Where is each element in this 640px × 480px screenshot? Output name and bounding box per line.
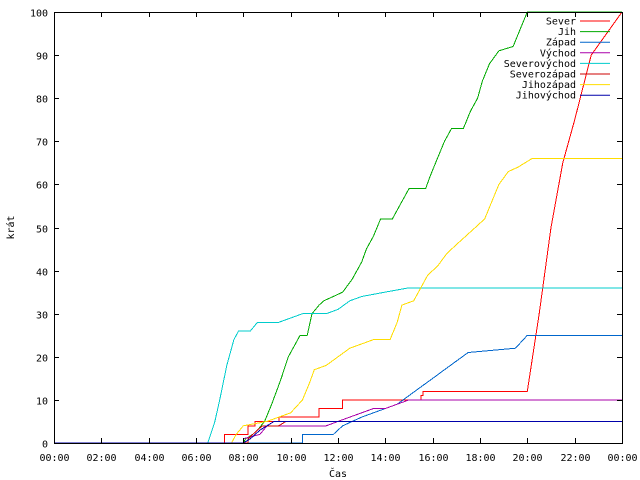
x-tick-label: 00:00 [607, 453, 637, 464]
x-tick-label: 12:00 [323, 453, 353, 464]
y-tick-label: 20 [36, 354, 48, 365]
y-tick-label: 100 [30, 9, 48, 20]
y-tick-label: 80 [36, 95, 48, 106]
x-tick-label: 08:00 [228, 453, 258, 464]
x-tick-label: 00:00 [39, 453, 69, 464]
y-tick-label: 90 [36, 52, 48, 63]
legend-label: Jihovýchod [516, 90, 576, 102]
y-tick-label: 40 [36, 268, 48, 279]
x-tick-label: 10:00 [276, 453, 306, 464]
y-tick-label: 50 [36, 225, 48, 236]
legend-label: Jihozápad [522, 79, 576, 91]
x-tick-label: 04:00 [134, 453, 164, 464]
ticks-layer: 00:00 02:00 04:00 06:00 08:00 10:00 12:00 14:00… [30, 9, 638, 465]
y-tick-label: 0 [42, 440, 48, 451]
series-layer [54, 11, 623, 444]
y-tick-label: 70 [36, 138, 48, 149]
x-tick-label: 06:00 [181, 453, 211, 464]
x-tick-label: 20:00 [512, 453, 542, 464]
x-tick-label: 22:00 [560, 453, 590, 464]
legend-label: Severovýchod [504, 58, 576, 70]
series-line-5 [54, 420, 622, 444]
legend-label: Severozápad [510, 69, 576, 81]
series-line-0 [54, 11, 623, 444]
x-tick-label: 18:00 [465, 453, 495, 464]
plot-frame [54, 12, 623, 444]
legend-label: Východ [540, 47, 576, 59]
series-line-1 [54, 11, 622, 444]
y-tick-label: 10 [36, 397, 48, 408]
y-tick-label: 30 [36, 311, 48, 322]
series-line-2 [54, 334, 622, 444]
y-tick-label: 60 [36, 181, 48, 192]
series-line-4 [54, 287, 622, 444]
legend-label: Sever [546, 17, 576, 28]
x-tick-label: 02:00 [86, 453, 116, 464]
legend: SeverJihZápadVýchodSeverovýchodSeverozáp… [504, 17, 610, 102]
x-tick-label: 16:00 [418, 453, 448, 464]
y-axis-label: krát [5, 215, 17, 239]
series-line-7 [54, 420, 622, 444]
legend-label: Západ [546, 37, 576, 49]
series-line-3 [54, 399, 622, 444]
x-axis-label: Čas [329, 467, 347, 480]
series-line-6 [54, 158, 622, 444]
x-tick-label: 14:00 [370, 453, 400, 464]
legend-label: Jih [558, 27, 576, 38]
